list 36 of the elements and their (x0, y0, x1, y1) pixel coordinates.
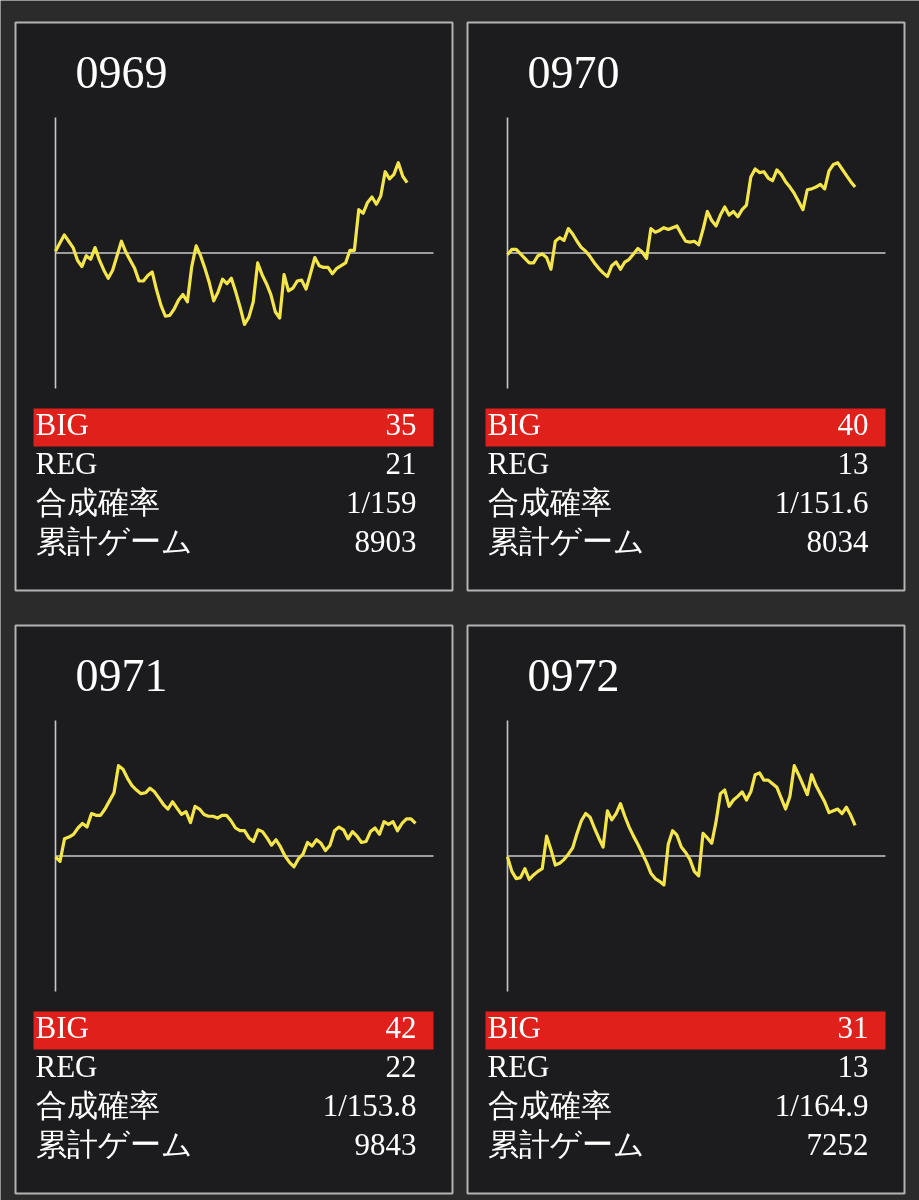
text: 9843 (354, 1127, 417, 1162)
text: 合成確率 (487, 1088, 612, 1123)
text: 7252 (806, 1127, 869, 1162)
text: 累計ゲーム (35, 1127, 193, 1162)
text: 合成確率 (487, 485, 612, 520)
text: 13 (837, 446, 869, 481)
text: BIG (487, 407, 541, 442)
chart-title: 0969 (75, 47, 168, 98)
text: 40 (837, 407, 869, 442)
text: BIG (35, 1010, 89, 1045)
text: BIG (35, 407, 89, 442)
text: REG (487, 1049, 550, 1084)
text: 22 (385, 1049, 417, 1084)
text: 合成確率 (35, 485, 160, 520)
text: 1/159 (345, 485, 417, 520)
text: 1/153.8 (322, 1088, 417, 1123)
text: 8034 (806, 524, 869, 559)
text: 42 (385, 1010, 417, 1045)
text: 合成確率 (35, 1088, 160, 1123)
text: BIG (487, 1010, 541, 1045)
text: 13 (837, 1049, 869, 1084)
text: 21 (385, 446, 417, 481)
text: 31 (837, 1010, 869, 1045)
chart-title: 0970 (527, 47, 620, 98)
text: 累計ゲーム (487, 524, 645, 559)
text: REG (35, 1049, 98, 1084)
text: 累計ゲーム (35, 524, 193, 559)
text: REG (35, 446, 98, 481)
text: 累計ゲーム (487, 1127, 645, 1162)
text: REG (487, 446, 550, 481)
text: 8903 (354, 524, 417, 559)
text: 1/164.9 (774, 1088, 869, 1123)
text: 35 (385, 407, 417, 442)
text: 1/151.6 (774, 485, 869, 520)
chart-title: 0971 (75, 650, 168, 701)
chart-title: 0972 (527, 650, 620, 701)
